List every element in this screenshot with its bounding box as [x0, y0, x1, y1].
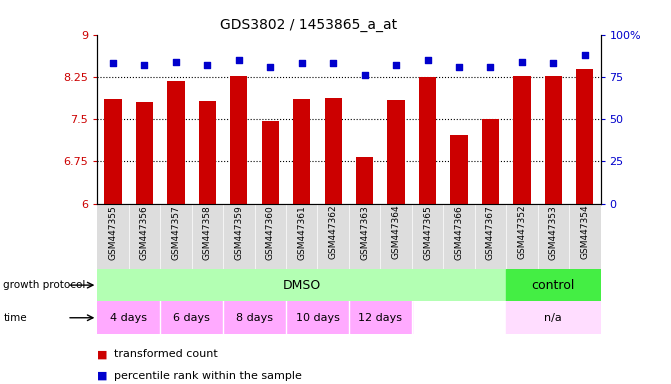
Bar — [380, 204, 412, 269]
Bar — [444, 204, 474, 269]
Point — [359, 72, 370, 78]
Bar — [412, 204, 444, 269]
Point — [580, 52, 590, 58]
Bar — [293, 99, 311, 204]
Bar — [230, 76, 248, 204]
Bar — [482, 119, 499, 204]
Bar — [513, 76, 531, 204]
Point — [391, 62, 401, 68]
Point — [422, 57, 433, 63]
Bar — [569, 204, 601, 269]
Bar — [286, 204, 317, 269]
Bar — [506, 204, 537, 269]
Text: 10 days: 10 days — [295, 313, 340, 323]
Text: 4 days: 4 days — [110, 313, 147, 323]
Bar — [223, 204, 254, 269]
Bar — [349, 204, 380, 269]
Bar — [506, 301, 601, 334]
Text: GSM447356: GSM447356 — [140, 205, 149, 260]
Point — [170, 58, 181, 65]
Bar — [349, 301, 412, 334]
Bar — [387, 101, 405, 204]
Point — [297, 60, 307, 66]
Bar — [223, 301, 286, 334]
Bar — [136, 102, 153, 204]
Text: growth protocol: growth protocol — [3, 280, 86, 290]
Text: transformed count: transformed count — [114, 349, 218, 359]
Text: GSM447354: GSM447354 — [580, 205, 589, 260]
Text: GSM447359: GSM447359 — [234, 205, 244, 260]
Text: DMSO: DMSO — [282, 279, 321, 291]
Point — [328, 60, 339, 66]
Text: GSM447365: GSM447365 — [423, 205, 432, 260]
Text: time: time — [3, 313, 27, 323]
Text: 12 days: 12 days — [358, 313, 403, 323]
Text: GSM447366: GSM447366 — [454, 205, 464, 260]
Point — [139, 62, 150, 68]
Bar — [450, 135, 468, 204]
Bar — [286, 301, 349, 334]
Point — [265, 64, 276, 70]
Text: percentile rank within the sample: percentile rank within the sample — [114, 371, 302, 381]
Text: GSM447364: GSM447364 — [392, 205, 401, 260]
Text: GSM447363: GSM447363 — [360, 205, 369, 260]
Text: ■: ■ — [97, 349, 111, 359]
Text: GSM447361: GSM447361 — [297, 205, 306, 260]
Text: n/a: n/a — [544, 313, 562, 323]
Bar — [576, 70, 593, 204]
Point — [202, 62, 213, 68]
Point — [454, 64, 464, 70]
Bar — [199, 101, 216, 204]
Bar — [545, 76, 562, 204]
Bar — [97, 301, 160, 334]
Bar — [254, 204, 286, 269]
Text: 6 days: 6 days — [173, 313, 210, 323]
Title: GDS3802 / 1453865_a_at: GDS3802 / 1453865_a_at — [220, 18, 397, 32]
Bar — [506, 269, 601, 301]
Bar — [129, 204, 160, 269]
Text: GSM447358: GSM447358 — [203, 205, 212, 260]
Bar — [97, 204, 129, 269]
Text: GSM447353: GSM447353 — [549, 205, 558, 260]
Bar — [105, 99, 121, 204]
Text: ■: ■ — [97, 371, 111, 381]
Bar — [419, 77, 436, 204]
Point — [107, 60, 118, 66]
Text: GSM447355: GSM447355 — [109, 205, 117, 260]
Text: 8 days: 8 days — [236, 313, 273, 323]
Bar — [167, 81, 185, 204]
Text: GSM447357: GSM447357 — [171, 205, 180, 260]
Bar — [160, 204, 192, 269]
Point — [517, 58, 527, 65]
Bar — [537, 204, 569, 269]
Bar — [160, 301, 223, 334]
Point — [485, 64, 496, 70]
Bar — [356, 157, 373, 204]
Point — [548, 60, 559, 66]
Bar — [317, 204, 349, 269]
Point — [234, 57, 244, 63]
Bar — [325, 98, 342, 204]
Text: GSM447352: GSM447352 — [517, 205, 527, 260]
Bar — [474, 204, 506, 269]
Text: GSM447362: GSM447362 — [329, 205, 338, 260]
Text: control: control — [531, 279, 575, 291]
Bar — [192, 204, 223, 269]
Text: GSM447360: GSM447360 — [266, 205, 275, 260]
Text: GSM447367: GSM447367 — [486, 205, 495, 260]
Bar — [262, 121, 279, 204]
Bar — [97, 269, 506, 301]
